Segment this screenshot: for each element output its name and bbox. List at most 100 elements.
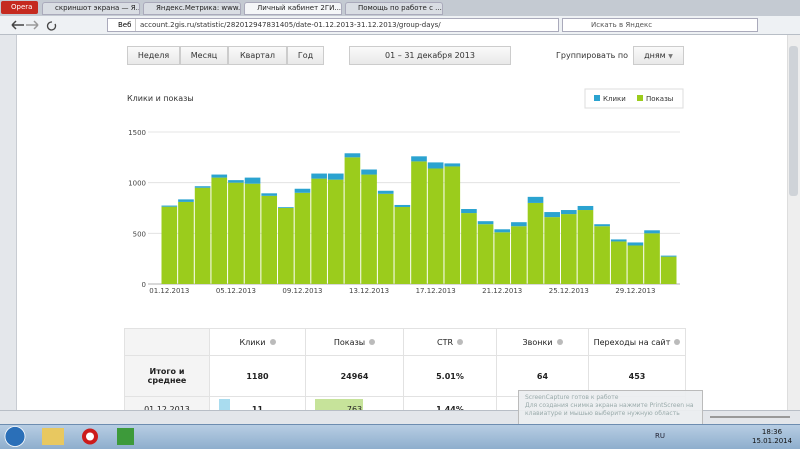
header-cell[interactable]: CTR [403,328,497,356]
forward-button[interactable] [26,20,39,30]
bar [261,195,278,284]
bar [311,178,327,284]
bar [394,206,411,284]
bar [228,182,244,284]
header-text: Звонки [522,337,553,347]
header-cell[interactable]: Клики [209,328,306,356]
help-icon[interactable] [674,339,681,345]
date-range[interactable]: 01 – 31 декабря 2013 [349,46,511,65]
scroll-thumb[interactable] [789,46,798,196]
legend-label: Показы [646,95,673,103]
bar [610,241,627,284]
header-text: Показы [333,337,366,347]
bar [377,193,394,284]
period-button[interactable]: Неделя [127,46,180,65]
bar [394,204,411,207]
notification[interactable]: ScreenCapture готов к работе Для создани… [518,390,703,425]
tab[interactable]: скриншот экрана — Я... [42,2,140,15]
explorer-icon[interactable] [42,428,64,445]
group-label: Группировать по [556,51,628,60]
period-button[interactable]: Год [287,46,324,65]
x-tick-label: 17.12.2013 [416,287,456,295]
x-tick-label: 09.12.2013 [282,287,322,295]
bar [494,229,511,233]
y-tick-label: 0 [142,281,146,289]
bar [228,180,244,183]
legend-swatch [637,95,643,101]
header-cell[interactable]: Переходы на сайт [588,328,686,356]
dropdown-arrow: ▼ [668,53,673,60]
bar [161,206,178,284]
bar [644,233,660,284]
opera-menu[interactable]: Opera [1,1,38,14]
bar [560,210,577,215]
url-field[interactable]: Веб account.2gis.ru/statistic/28201294783… [107,18,559,32]
language[interactable]: RU [655,432,665,440]
period-button[interactable]: Квартал [228,46,287,65]
bar [327,173,344,180]
bar [494,232,511,284]
group-select[interactable]: дням ▼ [633,46,684,65]
tab[interactable]: Личный кабинет 2ГИ... [244,2,342,15]
bar [194,186,211,188]
reload-button[interactable] [46,21,57,31]
help-icon[interactable] [457,339,464,345]
help-icon[interactable] [269,339,276,345]
help-icon[interactable] [369,339,376,345]
legend-swatch [594,95,600,101]
bar [411,161,427,284]
bar [361,174,377,284]
back-button[interactable] [11,20,24,30]
bar [544,217,560,284]
bar [577,205,594,211]
bar [477,221,494,225]
bar [344,153,361,158]
y-tick-label: 1500 [128,129,146,137]
tab[interactable]: Помощь по работе с ... [345,2,443,15]
bar [211,177,228,284]
bar [594,226,610,284]
cell-text: 763 [347,405,362,414]
header-text: Переходы на сайт [593,337,671,347]
zoom-slider[interactable] [710,416,790,418]
bar [211,174,228,178]
bar [294,192,311,284]
search-engine-label: Веб [108,19,136,31]
x-tick-label: 21.12.2013 [482,287,522,295]
bar [461,209,477,214]
y-tick-label: 1000 [128,180,146,188]
bar [627,245,644,284]
bar [178,201,194,284]
tab[interactable]: Яндекс.Метрика: www... [143,2,241,15]
bar [411,156,427,162]
bar [527,202,544,284]
cell: 1180 [209,355,306,397]
cell: 24964 [305,355,404,397]
bar [244,177,261,184]
bar [327,179,344,284]
bar [461,213,477,284]
help-icon[interactable] [556,339,563,345]
cell: 5.01% [403,355,497,397]
bar [161,205,178,207]
opera-icon-center [86,432,94,441]
taskbar-icons [4,426,134,447]
app-icon[interactable] [117,428,134,445]
cell-text: 11 [252,405,263,414]
search-field[interactable]: Искать в Яндекс [562,18,758,32]
x-tick-label: 29.12.2013 [615,287,655,295]
bar [627,242,644,246]
x-tick-label: 01.12.2013 [149,287,189,295]
legend [584,88,684,109]
start-button[interactable] [4,426,26,447]
notification-title: ScreenCapture готов к работе [525,394,619,401]
bar [377,190,394,194]
header-cell[interactable]: Звонки [496,328,589,356]
period-button[interactable]: Месяц [180,46,228,65]
clock[interactable]: 18:36 15.01.2014 [752,428,792,446]
bar [577,210,594,284]
header-cell[interactable]: Показы [305,328,404,356]
x-tick-label: 25.12.2013 [549,287,589,295]
date: 15.01.2014 [752,437,793,445]
